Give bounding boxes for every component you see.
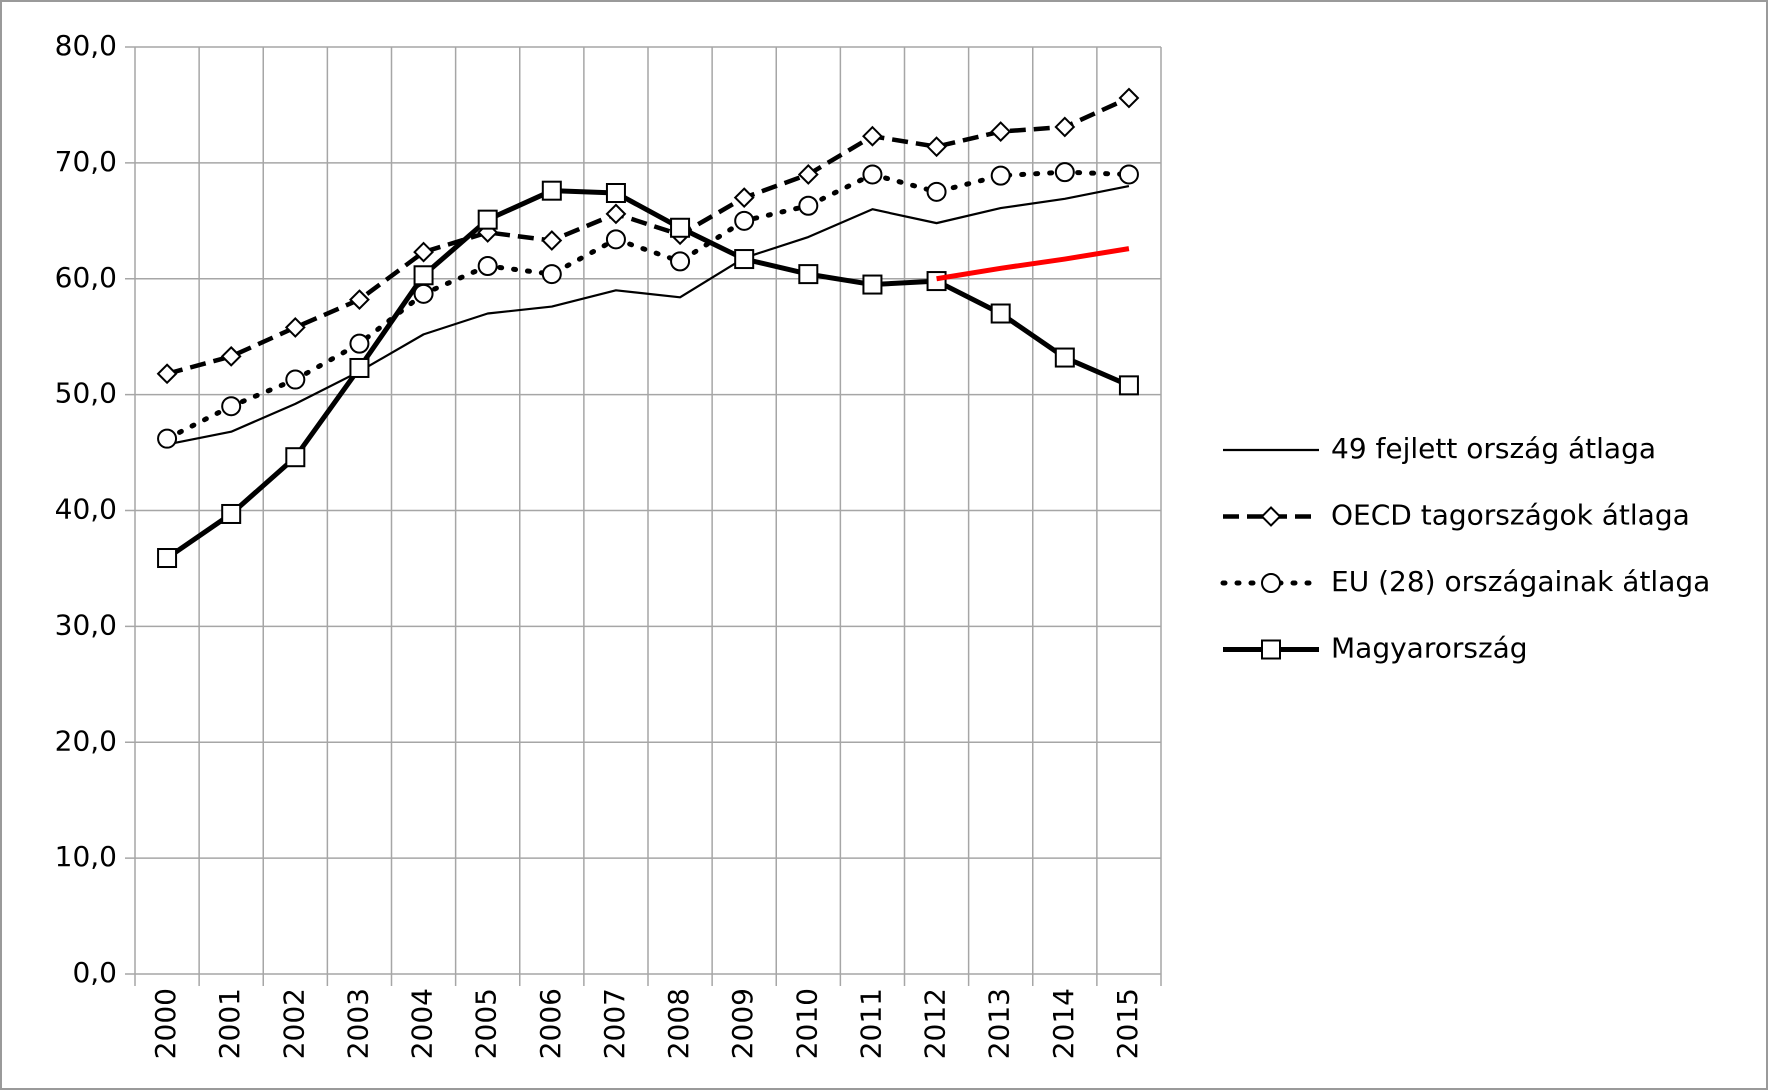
data-point <box>541 180 562 201</box>
legend-marker <box>1261 573 1281 593</box>
y-tick-label: 40,0 <box>55 493 117 526</box>
x-tick-label: 2012 <box>919 988 952 1059</box>
series-line <box>936 246 1130 282</box>
legend-label: OECD tagországok átlaga <box>1331 499 1690 532</box>
y-tick-label: 20,0 <box>55 724 117 757</box>
data-point <box>1118 164 1139 185</box>
y-tick-label: 80,0 <box>55 29 117 62</box>
data-point <box>1054 116 1076 138</box>
data-point <box>862 274 883 295</box>
data-point <box>734 210 755 231</box>
legend-marker <box>1261 639 1281 660</box>
data-point <box>1118 87 1140 109</box>
series-line <box>164 169 1132 442</box>
data-point <box>156 363 178 385</box>
data-point <box>926 181 947 202</box>
data-point <box>1054 162 1075 183</box>
x-tick-label: 2002 <box>277 988 310 1059</box>
x-tick-label: 2001 <box>213 988 246 1059</box>
x-tick-label: 2007 <box>598 988 631 1059</box>
data-point <box>990 303 1011 324</box>
data-point <box>670 217 691 238</box>
data-point <box>733 187 755 209</box>
data-point <box>413 241 434 263</box>
legend-label: Magyarország <box>1331 632 1528 665</box>
data-point <box>798 264 819 285</box>
x-tick-label: 2003 <box>341 988 374 1059</box>
legend-label: EU (28) országainak átlaga <box>1331 565 1710 598</box>
data-point <box>221 396 242 417</box>
x-tick-label: 2009 <box>726 988 759 1059</box>
series-line <box>166 184 1130 446</box>
data-point <box>349 333 370 354</box>
y-tick-label: 0,0 <box>72 956 117 989</box>
x-tick-label: 2006 <box>534 988 567 1059</box>
data-point <box>541 264 562 285</box>
data-point <box>605 229 626 250</box>
data-point <box>413 265 434 286</box>
data-point <box>862 164 883 185</box>
data-point <box>798 195 819 216</box>
data-point <box>1118 375 1139 396</box>
data-point <box>349 357 370 378</box>
x-tick-label: 2014 <box>1047 988 1080 1059</box>
data-point <box>477 256 498 277</box>
data-point <box>862 125 883 147</box>
data-point <box>220 345 242 367</box>
data-point <box>605 203 627 225</box>
data-point <box>1054 347 1075 368</box>
data-point <box>285 369 306 390</box>
data-point <box>221 503 242 524</box>
data-point <box>990 165 1011 186</box>
x-tick-label: 2005 <box>470 988 503 1059</box>
data-point <box>349 289 370 311</box>
data-point <box>284 317 306 338</box>
data-point <box>797 164 819 185</box>
legend-marker <box>1260 506 1282 527</box>
x-tick-label: 2010 <box>790 988 823 1059</box>
y-tick-label: 60,0 <box>55 261 117 294</box>
x-tick-label: 2013 <box>983 988 1016 1059</box>
data-point <box>926 271 947 292</box>
data-point <box>157 428 178 449</box>
x-tick-label: 2004 <box>406 988 439 1059</box>
y-tick-label: 50,0 <box>55 377 117 410</box>
series-line <box>165 188 1130 561</box>
x-tick-label: 2011 <box>854 988 887 1059</box>
data-point <box>734 249 755 270</box>
data-point <box>541 230 563 251</box>
y-tick-label: 30,0 <box>55 608 117 641</box>
data-point <box>990 121 1012 143</box>
y-tick-label: 70,0 <box>55 145 117 178</box>
data-point <box>605 183 626 204</box>
x-tick-label: 2008 <box>662 988 695 1059</box>
data-point <box>285 447 306 468</box>
legend-label: 49 fejlett ország átlaga <box>1331 432 1656 465</box>
data-point <box>477 209 498 230</box>
x-tick-label: 2000 <box>149 988 182 1059</box>
x-tick-label: 2015 <box>1111 988 1144 1059</box>
series-line <box>166 95 1130 376</box>
y-tick-label: 10,0 <box>55 840 117 873</box>
data-point <box>670 251 691 272</box>
data-point <box>926 136 947 158</box>
data-point <box>157 548 178 569</box>
